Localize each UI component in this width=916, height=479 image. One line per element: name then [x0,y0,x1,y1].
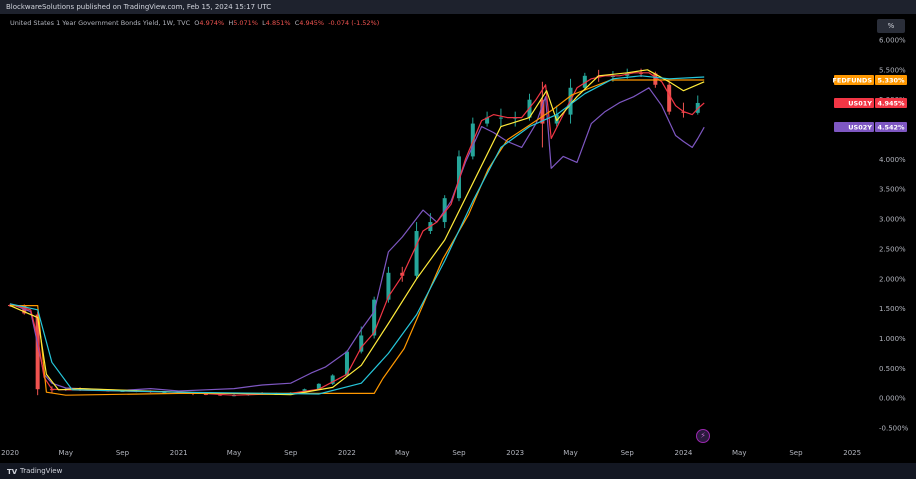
x-tick-label: 2022 [338,449,356,457]
candle-body [330,375,335,384]
series-line-ma-fast [9,69,705,396]
badge-value: 4.542% [877,123,905,131]
y-axis: 6.000%5.500%5.000%4.500%4.000%3.500%3.00… [879,37,909,433]
candle-body [386,272,391,300]
y-tick-label: 3.000% [879,216,906,224]
candle-body [372,299,377,336]
footer-bar: TradingView [0,463,916,479]
ohlc-low-value: 4.851% [265,19,291,27]
candle-body [582,75,587,88]
x-tick-label: May [227,449,241,457]
x-tick-label: Sep [621,449,635,457]
x-tick-label: May [732,449,746,457]
series-line-us01y [9,72,705,396]
y-tick-label: 6.000% [879,37,906,45]
candle-body [203,393,208,395]
tradingview-logo-icon: 𝗧𝗩 [7,468,18,476]
x-tick-label: 2020 [1,449,19,457]
candle-body [653,73,658,85]
candle-body [667,84,672,112]
ohlc-change: -0.074 (-1.52%) [328,19,380,27]
candle-body [400,272,405,276]
ohlc-high-label: H [228,19,234,27]
x-tick-label: Sep [789,449,803,457]
x-tick-label: Sep [284,449,298,457]
y-tick-label: 2.000% [879,275,906,283]
badge-value-bg [875,122,907,133]
x-tick-label: May [395,449,409,457]
x-tick-label: 2025 [843,449,861,457]
y-tick-label: 1.000% [879,335,906,343]
badge-name: US01Y [848,99,872,107]
candle-body [162,392,167,394]
badge-value-bg [875,97,907,108]
badge-name: FEDFUNDS [832,76,872,84]
ohlc-close-label: C [294,19,300,27]
y-tick-label: 0.500% [879,365,906,373]
candle-body [344,351,349,376]
x-axis: 2020 May Sep 2021 May Sep 2022 May Sep 2023 May Sep… [1,449,861,457]
candlesticks [8,68,700,397]
percent-scale-button[interactable]: % [877,19,905,33]
x-tick-label: 2021 [170,449,188,457]
y-tick-label: 1.500% [879,305,906,313]
tradingview-brand: TradingView [20,467,63,475]
y-tick-label: 4.000% [879,156,906,164]
x-tick-label: May [59,449,73,457]
x-tick-label: 2024 [675,449,693,457]
series-lines [9,69,705,396]
candle-body [35,314,40,390]
ohlc-open-value: 4.974% [199,19,225,27]
y-tick-label: 3.500% [879,186,906,194]
x-tick-label: 2023 [506,449,524,457]
symbol-title: United States 1 Year Government Bonds Yi… [10,19,191,27]
candle-body [540,99,545,124]
ohlc-low-label: L [262,19,266,27]
candle-body [610,75,615,78]
x-tick-label: May [563,449,577,457]
price-badges: FEDFUNDS 5.330% US01Y 4.945% US02Y 4.542% [832,74,907,133]
badge-name-bg [834,74,874,85]
candle-body [498,117,503,119]
y-tick-label: 5.500% [879,66,906,74]
badge-value-bg [875,74,907,85]
x-tick-label: Sep [116,449,130,457]
candle-body [681,111,686,113]
x-tick-label: Sep [452,449,466,457]
candle-body [414,231,419,276]
y-tick-label: -0.500% [879,425,909,433]
badge-name: US02Y [848,123,872,131]
badge-value: 5.330% [877,76,905,84]
candle-body [218,394,223,396]
candle-body [359,335,364,352]
candle-body [316,383,321,390]
series-line-us02y [9,87,705,392]
badge-value: 4.945% [877,99,905,107]
publisher-bar: BlockwareSolutions published on TradingV… [0,0,916,14]
y-tick-label: 0.000% [879,395,906,403]
badge-name-bg [834,122,874,133]
series-line-fedfunds [10,79,705,396]
ohlc-close-value: 4.945% [299,19,325,27]
y-tick-label: 2.500% [879,245,906,253]
ohlc-open-label: O [194,19,200,27]
ohlc-high-value: 5.071% [233,19,258,27]
candle-body [456,156,461,199]
candle-body [485,117,490,124]
series-line-ma-slow [9,75,705,395]
candle-body [470,123,475,157]
symbol-legend: United States 1 Year Government Bonds Yi… [10,19,379,27]
lightning-icon[interactable]: ⚡ [696,429,710,443]
badge-name-bg [834,97,874,108]
